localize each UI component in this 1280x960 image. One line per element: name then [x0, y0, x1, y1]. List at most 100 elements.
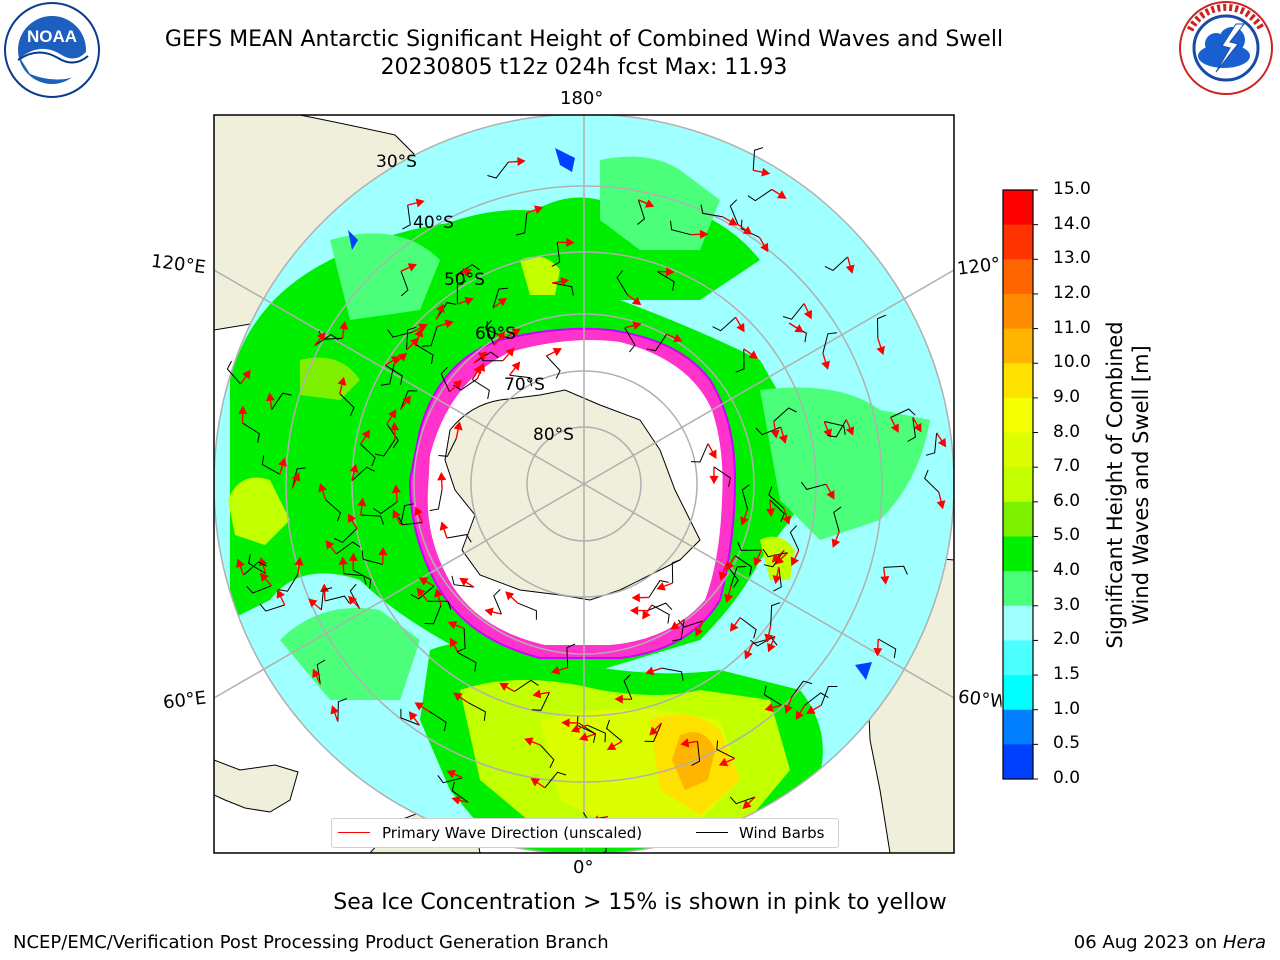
wind-barb — [716, 740, 735, 759]
wave-direction-arrow — [570, 724, 588, 733]
sea-ice-note: Sea Ice Concentration > 15% is shown in … — [333, 890, 947, 915]
wind-barb — [380, 364, 395, 386]
colorbar-band — [1003, 363, 1033, 399]
colorbar-tick-label: 14.0 — [1053, 213, 1091, 234]
lat-label-50s: 50°S — [444, 270, 485, 290]
wind-barb — [453, 378, 478, 391]
wave-direction-arrow — [707, 443, 717, 459]
wind-barb — [400, 390, 417, 410]
wind-barb — [406, 326, 417, 350]
wind-barb — [546, 355, 561, 379]
wave-direction-arrow — [407, 198, 425, 208]
colorbar-band — [1003, 328, 1033, 364]
colorbar-tick-label: 9.0 — [1053, 386, 1081, 407]
wind-barb — [246, 585, 272, 594]
wave-direction-arrow — [772, 566, 782, 585]
wave-direction-arrow — [493, 331, 506, 346]
colorbar-band — [1003, 224, 1033, 260]
wind-barb — [763, 685, 782, 706]
wave-direction-arrow — [626, 294, 642, 306]
colorbar-tick-label: 2.0 — [1053, 629, 1081, 650]
wave-direction-arrow — [532, 689, 550, 699]
wind-barb — [243, 561, 267, 576]
graticule — [214, 115, 954, 853]
colorbar-band — [1003, 640, 1033, 676]
wind-barb — [712, 316, 736, 332]
wave-direction-arrow — [312, 668, 322, 685]
wind-barb — [820, 686, 838, 706]
wave-direction-arrow — [764, 625, 774, 643]
wave-direction-arrow — [378, 546, 388, 565]
wind-barb — [242, 422, 260, 443]
wave-direction-arrow — [656, 582, 673, 591]
wind-barb — [616, 270, 628, 295]
wind-barb — [361, 550, 383, 565]
wave-direction-arrow — [876, 338, 885, 356]
wind-barb — [737, 541, 762, 551]
wind-barb — [924, 469, 940, 493]
wind-barb — [876, 314, 887, 339]
wave-direction-arrow — [753, 167, 771, 177]
wave-direction-arrow — [936, 492, 946, 510]
wave-direction-arrow — [729, 617, 741, 632]
wave-direction-arrow — [453, 692, 469, 703]
wave-direction-arrow — [505, 591, 519, 604]
wind-barb — [458, 652, 477, 672]
colorbar-tick-label: 8.0 — [1053, 421, 1081, 442]
wind-barb — [415, 344, 434, 364]
wind-barb — [644, 722, 662, 743]
wave-direction-arrow — [360, 429, 371, 445]
wave-direction-arrow — [453, 421, 463, 439]
colorbar-label: Significant Height of Combined Wind Wave… — [1102, 321, 1154, 648]
wave-direction-arrow — [318, 483, 327, 500]
wave-direction-arrow — [666, 333, 683, 343]
wind-barb — [883, 565, 908, 575]
wave-direction-legend-label: Primary Wave Direction (unscaled) — [382, 824, 643, 842]
colorbar-band — [1003, 293, 1033, 330]
wave-direction-arrow — [782, 508, 791, 525]
wind-barb — [385, 364, 403, 385]
wave-direction-arrow — [416, 587, 429, 602]
wind-barb — [768, 486, 785, 509]
wind-barb — [769, 499, 785, 523]
wind-barb — [740, 219, 760, 238]
colorbar-band — [1003, 605, 1033, 641]
wind-barb — [637, 199, 645, 225]
colorbar-tick-label: 3.0 — [1053, 594, 1081, 615]
wind-barb — [440, 366, 451, 393]
wave-direction-arrow — [308, 598, 322, 611]
wave-direction-arrow — [638, 199, 655, 208]
wind-barb — [713, 466, 732, 487]
wave-direction-arrow — [784, 697, 793, 714]
colorbar-band — [1003, 190, 1033, 226]
wind-barb — [351, 466, 375, 482]
wind-barb — [773, 407, 797, 422]
wind-barb — [473, 351, 499, 364]
footer-date: 06 Aug 2023 on Hera — [1074, 932, 1266, 953]
wind-barb — [349, 583, 361, 609]
wave-direction-arrow — [508, 156, 526, 167]
wave-direction-arrow — [505, 328, 521, 338]
wave-direction-arrow — [880, 567, 890, 585]
colorbar-band — [1003, 467, 1033, 503]
wave-direction-arrow — [823, 421, 832, 438]
wind-barb — [314, 333, 339, 347]
wave-direction-arrow — [629, 606, 648, 616]
colorbar-tick-label: 0.5 — [1053, 733, 1081, 754]
wind-barb — [540, 744, 555, 769]
wave-direction-arrow — [414, 506, 424, 523]
wind-barb — [690, 443, 709, 463]
wave-direction-arrow — [294, 556, 304, 575]
wind-barb — [735, 348, 745, 373]
colorbar-band — [1003, 744, 1033, 780]
footer-host: Hera — [1222, 932, 1266, 953]
colorbar-tick-label: 13.0 — [1053, 248, 1091, 269]
footer-date-text: 06 Aug 2023 on — [1073, 932, 1223, 953]
wave-direction-arrow — [386, 409, 397, 425]
wind-barb — [804, 692, 829, 706]
wave-direction-arrow — [447, 620, 465, 630]
wind-barb — [402, 204, 411, 230]
nws-logo — [1176, 0, 1280, 100]
wind-barb — [725, 563, 739, 588]
